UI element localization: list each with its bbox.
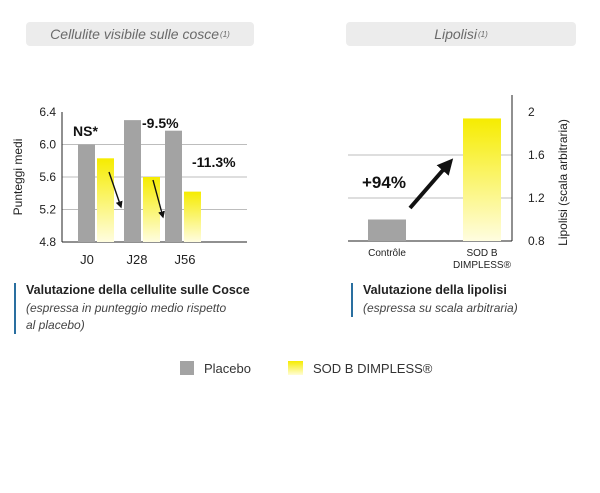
left-arrow-j28 <box>152 179 165 219</box>
left-y-tick-label: 5.6 <box>39 170 56 184</box>
right-y-tick-label: 1.2 <box>528 191 545 205</box>
right-y-tick-label: 0.8 <box>528 234 545 248</box>
left-arrow-j0 <box>108 171 123 209</box>
left-x-tick-label: J0 <box>80 252 94 267</box>
right-y-tick-label: 1.6 <box>528 148 545 162</box>
legend-placebo: Placebo <box>180 360 251 376</box>
right-increase-arrow <box>408 158 454 210</box>
annotation-ns: NS* <box>73 123 98 139</box>
left-caption-subtitle-line1: (espressa in punteggio medio rispetto <box>26 301 227 315</box>
sod-bar-j56 <box>184 191 201 242</box>
right-y-axis-label: Lipolisi (scala arbitraria) <box>556 119 570 246</box>
right-chart-title: Lipolisi <box>434 26 478 42</box>
right-chart: 2 1.6 1.2 0.8 Lipolisi (scala arbitraria) Con… <box>348 95 570 271</box>
legend-placebo-label: Placebo <box>204 360 251 376</box>
sod-lipolysis-bar <box>463 118 501 241</box>
placebo-bar-j56 <box>165 130 182 242</box>
legend-placebo-swatch <box>180 361 194 375</box>
legend-sod-label: SOD B DIMPLESS® <box>313 360 433 376</box>
right-chart-title-pill: Lipolisi (1) <box>346 22 576 46</box>
annotation-lipolysis-change: +94% <box>362 173 406 192</box>
left-caption-subtitle-line2: al placebo) <box>26 318 85 332</box>
controle-bar <box>368 219 406 241</box>
sod-bar-j28 <box>143 177 160 242</box>
placebo-bar-j28 <box>124 120 141 242</box>
legend-sod: SOD B DIMPLESS® <box>288 360 432 376</box>
right-x-tick-label: DIMPLESS® <box>453 260 512 271</box>
left-x-tick-label: J28 <box>127 252 148 267</box>
right-chart-title-ref: (1) <box>478 29 488 39</box>
left-y-tick-label: 6.0 <box>39 138 56 152</box>
left-y-tick-label: 4.8 <box>39 235 56 249</box>
left-chart-title-ref: (1) <box>220 29 230 39</box>
sod-bar-j0 <box>97 158 114 242</box>
left-caption-title: Valutazione della cellulite sulle Cosce <box>26 283 250 297</box>
legend-sod-swatch <box>288 361 303 375</box>
left-chart-caption: Valutazione della cellulite sulle Cosce … <box>14 283 276 334</box>
right-caption-title: Valutazione della lipolisi <box>363 283 507 297</box>
annotation-j28-change: -9.5% <box>142 115 179 131</box>
right-chart-caption: Valutazione della lipolisi (espressa su … <box>351 283 583 317</box>
placebo-bar-j0 <box>78 144 95 242</box>
annotation-j56-change: -11.3% <box>192 154 236 170</box>
right-x-tick-label: SOD B <box>466 248 497 259</box>
left-y-tick-label: 5.2 <box>39 203 56 217</box>
left-chart-title: Cellulite visibile sulle cosce <box>50 26 220 42</box>
right-y-tick-label: 2 <box>528 105 535 119</box>
left-y-axis-label: Punteggi medi <box>11 139 25 216</box>
left-y-tick-label: 6.4 <box>39 105 56 119</box>
right-caption-subtitle: (espressa su scala arbitraria) <box>363 301 518 315</box>
right-x-tick-label: Contrôle <box>368 248 406 259</box>
left-chart: 6.4 6.0 5.6 5.2 4.8 Punteggi medi J0 J28 J56 NS* -… <box>11 105 247 267</box>
left-chart-title-pill: Cellulite visibile sulle cosce (1) <box>26 22 254 46</box>
left-x-tick-label: J56 <box>175 252 196 267</box>
